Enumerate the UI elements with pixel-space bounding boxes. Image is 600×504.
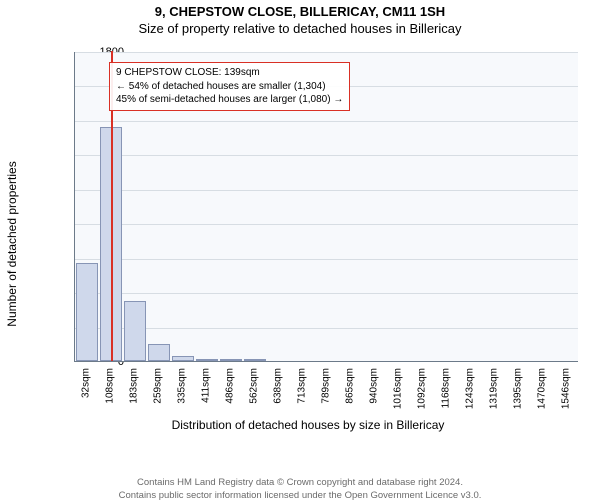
- x-tick-label: 940sqm: [369, 368, 380, 404]
- x-tick-label: 1168sqm: [441, 368, 452, 408]
- x-tick-label: 183sqm: [129, 368, 140, 404]
- histogram-bar: [76, 263, 98, 361]
- x-tick-label: 108sqm: [105, 368, 116, 404]
- histogram-bar: [172, 356, 194, 361]
- x-axis-label: Distribution of detached houses by size …: [30, 418, 586, 432]
- histogram-bar: [148, 344, 170, 361]
- x-tick-label: 1243sqm: [465, 368, 476, 409]
- annotation-line-1: 9 CHEPSTOW CLOSE: 139sqm: [116, 66, 343, 80]
- footer: Contains HM Land Registry data © Crown c…: [0, 477, 600, 502]
- gridline: [75, 328, 578, 329]
- y-axis-label: Number of detached properties: [5, 161, 19, 326]
- x-tick-label: 562sqm: [249, 368, 260, 404]
- histogram-bar: [196, 359, 218, 361]
- gridline: [75, 293, 578, 294]
- x-tick-label: 1319sqm: [489, 368, 500, 409]
- annotation-line-2: ← 54% of detached houses are smaller (1,…: [116, 80, 343, 94]
- x-tick-label: 32sqm: [81, 368, 92, 398]
- x-tick-label: 1395sqm: [513, 368, 524, 409]
- x-tick-label: 1016sqm: [393, 368, 404, 409]
- x-tick-label: 259sqm: [153, 368, 164, 404]
- gridline: [75, 224, 578, 225]
- x-tick-label: 486sqm: [225, 368, 236, 404]
- histogram-bar: [244, 359, 266, 361]
- annotation-box: 9 CHEPSTOW CLOSE: 139sqm ← 54% of detach…: [109, 62, 350, 111]
- x-tick-label: 789sqm: [321, 368, 332, 404]
- chart-container: Number of detached properties 0200400600…: [30, 46, 586, 441]
- page-title-description: Size of property relative to detached ho…: [0, 21, 600, 36]
- gridline: [75, 190, 578, 191]
- gridline: [75, 155, 578, 156]
- histogram-bar: [124, 301, 146, 361]
- gridline: [75, 121, 578, 122]
- annotation-line-3: 45% of semi-detached houses are larger (…: [116, 93, 343, 107]
- histogram-bar: [220, 359, 242, 361]
- x-tick-label: 335sqm: [177, 368, 188, 404]
- x-tick-label: 713sqm: [297, 368, 308, 404]
- x-tick-label: 1470sqm: [537, 368, 548, 409]
- x-tick-label: 411sqm: [201, 368, 212, 403]
- x-tick-label: 865sqm: [345, 368, 356, 404]
- page-title-address: 9, CHEPSTOW CLOSE, BILLERICAY, CM11 1SH: [0, 4, 600, 19]
- footer-line-2: Contains public sector information licen…: [0, 490, 600, 502]
- footer-line-1: Contains HM Land Registry data © Crown c…: [0, 477, 600, 489]
- x-tick-label: 638sqm: [273, 368, 284, 404]
- plot-area: 9 CHEPSTOW CLOSE: 139sqm ← 54% of detach…: [74, 52, 578, 362]
- x-tick-label: 1092sqm: [417, 368, 428, 409]
- x-tick-label: 1546sqm: [561, 368, 572, 409]
- gridline: [75, 52, 578, 53]
- gridline: [75, 259, 578, 260]
